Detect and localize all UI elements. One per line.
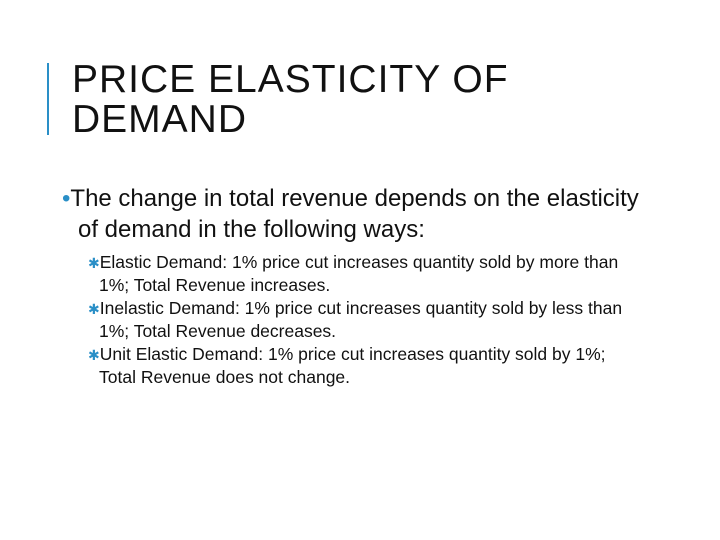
sub-bullet: ✱Inelastic Demand: 1% price cut increase… [88,298,623,341]
accent-bar [47,63,49,135]
title: PRICE ELASTICITY OF DEMAND [72,58,509,141]
sub-bullet: ✱Elastic Demand: 1% price cut increases … [88,252,619,295]
sub-bullet-text: Unit Elastic Demand: 1% price cut increa… [99,344,606,387]
bullet-text: The change in total revenue depends on t… [70,185,639,243]
sub-bullets: ✱Elastic Demand: 1% price cut increases … [88,251,628,389]
bullet: •The change in total revenue depends on … [62,185,639,243]
sub-bullet-text: Elastic Demand: 1% price cut increases q… [99,252,619,295]
sub-bullet-text: Inelastic Demand: 1% price cut increases… [99,298,623,341]
sub-bullet: ✱Unit Elastic Demand: 1% price cut incre… [88,344,606,387]
